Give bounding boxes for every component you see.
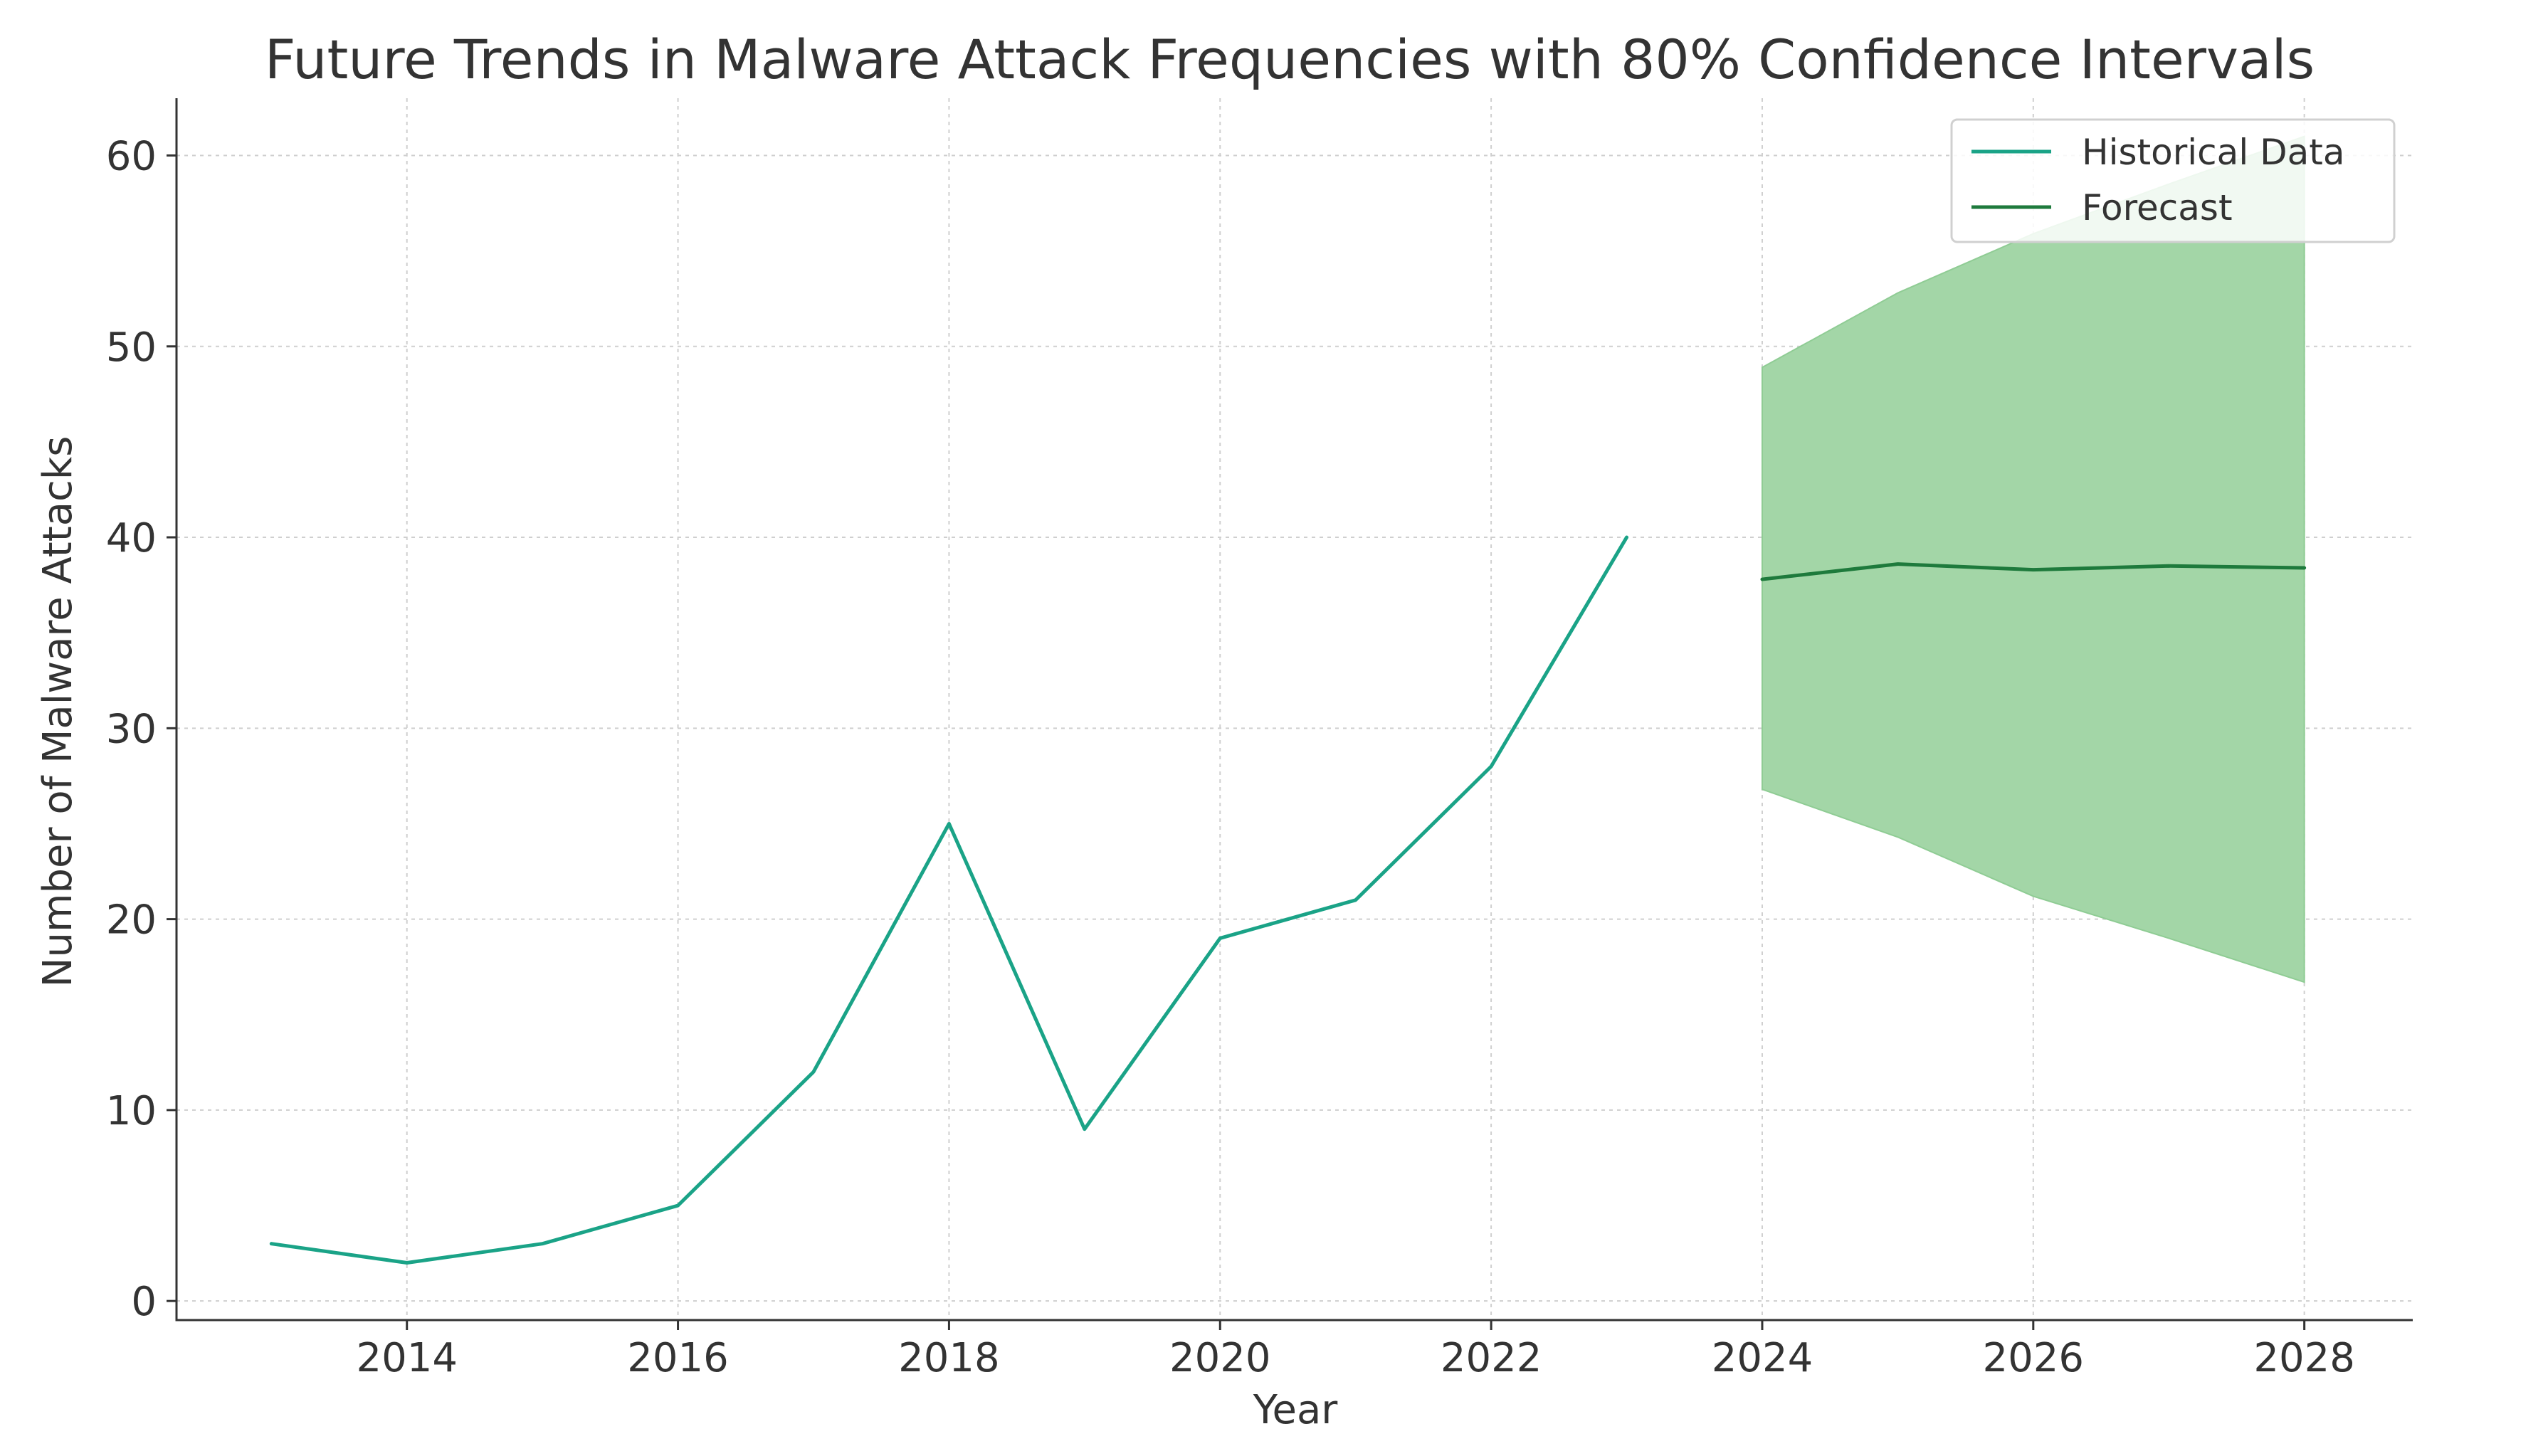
chart-title: Future Trends in Malware Attack Frequenc…	[265, 28, 2315, 91]
confidence-band	[1761, 135, 2305, 983]
legend-label-historical: Historical Data	[2082, 132, 2344, 173]
confidence-band-layer	[1761, 135, 2305, 983]
legend: Historical Data Forecast	[1950, 118, 2396, 243]
legend-label-forecast: Forecast	[2082, 187, 2233, 228]
x-tick-label: 2028	[2253, 1335, 2355, 1381]
x-axis-label: Year	[1253, 1387, 1339, 1433]
forecast-line	[1760, 562, 2307, 581]
x-tick-label: 2022	[1441, 1335, 1542, 1381]
legend-box	[1950, 118, 2396, 243]
x-tick-label: 2020	[1169, 1335, 1271, 1381]
y-tick-label: 0	[131, 1279, 157, 1325]
y-tick-label: 60	[106, 133, 157, 179]
historical-data-line	[269, 535, 1629, 1265]
y-tick-label: 50	[106, 325, 157, 371]
y-tick-label: 30	[106, 706, 157, 752]
x-tick-label: 2016	[627, 1335, 729, 1381]
axis-spines	[175, 98, 2413, 1322]
x-tick-label: 2024	[1712, 1335, 1813, 1381]
axes: 2014 2016 2018 2020 2022 2024 2026 2028 0 10 20 30 4…	[106, 98, 2413, 1381]
y-tick-label: 20	[106, 897, 157, 944]
y-tick-label: 10	[106, 1088, 157, 1134]
series-layer	[269, 535, 2307, 1265]
y-tick-label: 40	[106, 515, 157, 561]
y-axis-label: Number of Malware Attacks	[35, 436, 81, 988]
x-tick-label: 2026	[1983, 1335, 2085, 1381]
x-tick-label: 2018	[898, 1335, 1000, 1381]
x-tick-label: 2014	[356, 1335, 458, 1381]
